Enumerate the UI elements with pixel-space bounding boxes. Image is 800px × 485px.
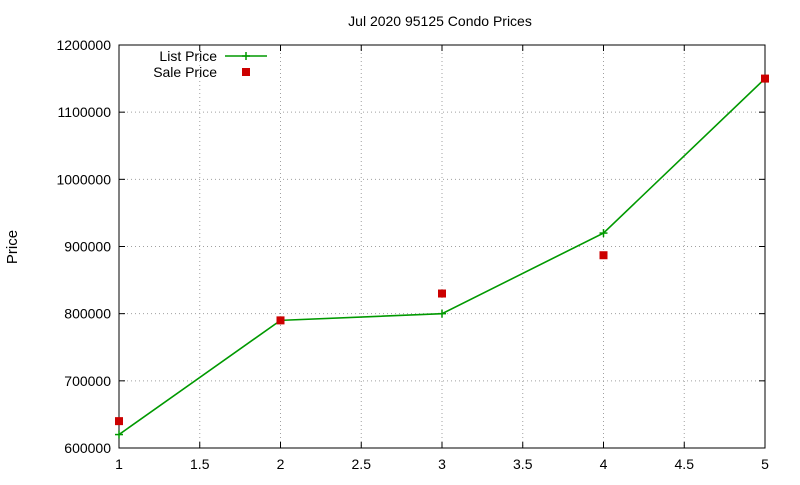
sale-price-point (276, 316, 285, 325)
list-price-point (115, 430, 123, 439)
y-tick-label: 1200000 (56, 37, 111, 53)
sale-price-point (599, 251, 608, 260)
y-axis-label: Price (4, 230, 21, 264)
x-tick-label: 1.5 (190, 456, 210, 472)
x-tick-label: 2.5 (352, 456, 372, 472)
x-tick-label: 1 (115, 456, 123, 472)
sale-price-point (761, 74, 769, 83)
y-tick-label: 700000 (64, 373, 111, 389)
grid (119, 45, 765, 448)
x-tick-label: 4.5 (675, 456, 695, 472)
sale-price-point (438, 289, 446, 298)
legend-plus-marker (242, 52, 250, 60)
list-price-point (599, 229, 608, 238)
legend-label-list-price: List Price (159, 48, 217, 64)
y-tick-label: 1000000 (56, 171, 111, 187)
x-tick-label: 3.5 (513, 456, 533, 472)
x-tick-label: 4 (600, 456, 608, 472)
x-tick-label: 5 (761, 456, 769, 472)
x-tick-label: 3 (438, 456, 446, 472)
y-tick-label: 1100000 (58, 104, 112, 120)
y-tick-label: 600000 (64, 440, 111, 456)
x-tick-label: 2 (277, 456, 285, 472)
legend-label-sale-price: Sale Price (153, 64, 217, 80)
sale-price-point (115, 417, 123, 426)
series (115, 74, 769, 439)
axes: 1 1.5 2 2.5 3 3.5 4 4.5 5 600000 700000 800000 90000… (56, 37, 769, 472)
list-price-point (438, 309, 446, 318)
y-tick-label: 800000 (64, 306, 111, 322)
legend-square-marker (242, 68, 250, 76)
y-tick-label: 900000 (64, 239, 111, 255)
chart-title: Jul 2020 95125 Condo Prices (348, 13, 532, 29)
